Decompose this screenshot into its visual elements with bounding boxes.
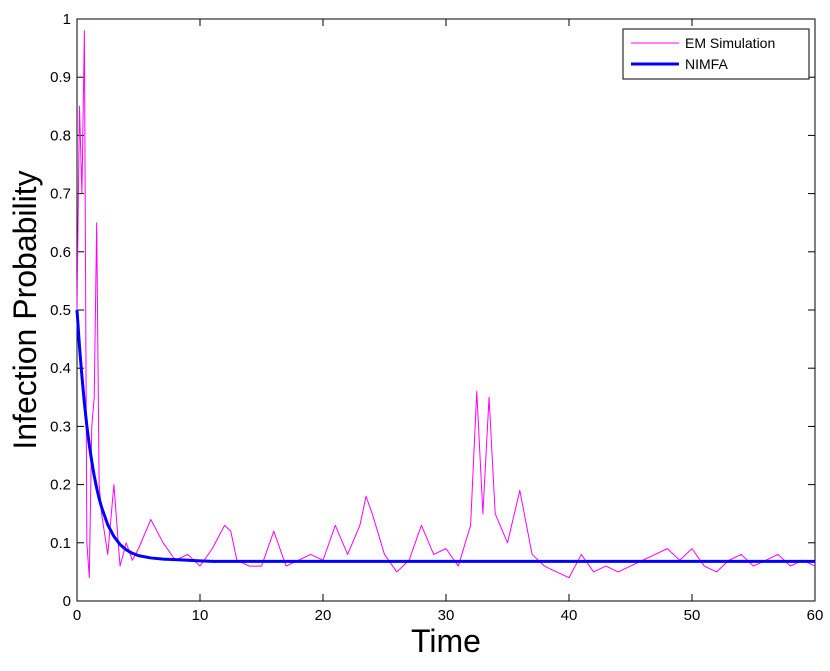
y-tick-label: 0.9 (50, 69, 71, 86)
x-tick-label: 10 (192, 607, 209, 624)
series-line (76, 30, 816, 579)
y-tick-label: 0.8 (50, 127, 71, 144)
x-tick-label: 30 (438, 607, 455, 624)
y-tick-label: 0 (63, 593, 71, 610)
y-axis-label: Infection Probability (7, 170, 43, 449)
series-line (75, 309, 815, 563)
y-tick-label: 0.7 (50, 186, 71, 203)
x-tick-label: 50 (684, 607, 701, 624)
y-tick-label: 0.1 (50, 535, 71, 552)
x-tick-label: 0 (73, 607, 81, 624)
x-tick-label: 20 (315, 607, 332, 624)
y-tick-label: 0.3 (50, 418, 71, 435)
plot-frame (76, 18, 816, 602)
y-tick-label: 0.6 (50, 244, 71, 261)
y-tick-label: 0.2 (50, 477, 71, 494)
legend-label: EM Simulation (685, 35, 775, 51)
legend-box (622, 28, 810, 80)
y-tick-label: 0.4 (50, 360, 71, 377)
y-tick-label: 0.5 (50, 302, 71, 319)
x-tick-label: 60 (807, 607, 824, 624)
legend-label: NIMFA (685, 56, 728, 72)
x-axis-label: Time (411, 623, 481, 659)
x-tick-label: 40 (561, 607, 578, 624)
y-tick-label: 1 (63, 11, 71, 28)
